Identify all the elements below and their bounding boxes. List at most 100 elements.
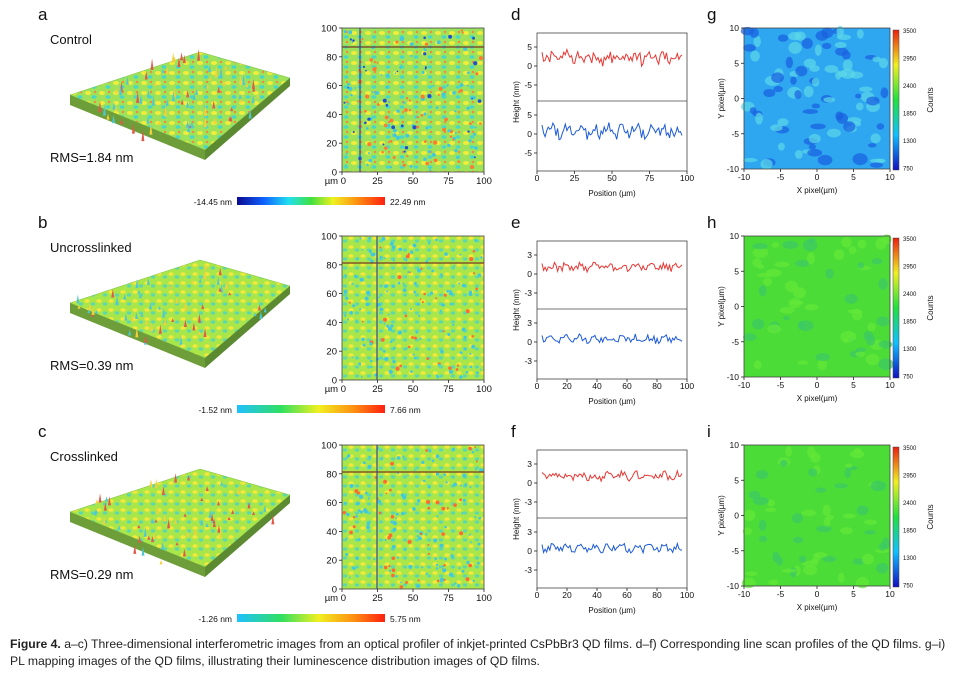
surface-spike xyxy=(150,58,154,70)
pl-map-feature xyxy=(767,499,775,507)
height-map-feature xyxy=(389,488,392,492)
surface-spike xyxy=(76,294,80,304)
surface-spike xyxy=(98,493,102,503)
height-map-feature xyxy=(366,525,370,530)
surface-spike xyxy=(263,307,267,313)
pl-map-feature xyxy=(867,322,876,332)
height-map-feature xyxy=(396,70,399,73)
profile-x-tick-label: 75 xyxy=(645,173,655,183)
pl-y-axis-label: Y pixel(µm) xyxy=(717,78,726,119)
map-x-tick-label: 25 xyxy=(372,176,383,187)
pl-map-feature xyxy=(835,70,842,80)
surface-spike xyxy=(137,524,141,529)
pl-map-feature xyxy=(750,50,760,62)
height-map-feature xyxy=(389,241,394,246)
height-map-feature xyxy=(367,497,370,500)
profile-y-tick-label: -3 xyxy=(524,288,532,298)
height-map-feature xyxy=(479,122,482,125)
pl-map-feature xyxy=(878,358,894,371)
pl-map-feature xyxy=(808,144,817,150)
height-map-feature xyxy=(474,238,477,242)
height-map-feature xyxy=(452,138,455,141)
height-map-feature xyxy=(344,164,347,166)
height-map-feature xyxy=(392,259,395,262)
surface-spike xyxy=(187,475,191,481)
height-map-feature xyxy=(462,498,467,502)
height-map-feature xyxy=(460,29,464,32)
height-map-feature xyxy=(416,534,419,538)
height-map-feature xyxy=(397,330,402,335)
height-map-feature xyxy=(474,446,477,449)
profile-y-tick-label: -5 xyxy=(524,80,532,90)
height-map-feature xyxy=(430,291,434,295)
height-map-feature xyxy=(423,36,426,40)
surface-spike xyxy=(227,516,231,521)
height-map-feature xyxy=(413,290,417,294)
height-map-feature xyxy=(392,133,397,138)
height-map-feature xyxy=(369,359,373,363)
height-map-feature xyxy=(475,287,478,291)
surface-spike xyxy=(218,529,222,538)
surface-spike xyxy=(190,279,194,284)
pl-map-feature xyxy=(743,509,756,521)
pl-map-feature xyxy=(856,29,864,39)
pl-map-feature xyxy=(795,260,810,267)
panel-letter-pl: h xyxy=(707,213,716,232)
height-map-feature xyxy=(463,46,468,51)
height-map-feature xyxy=(396,456,401,460)
pl-colorbar-tick-label: 2400 xyxy=(903,84,917,90)
height-map-feature xyxy=(442,330,445,333)
surface-spike xyxy=(119,84,123,95)
height-map-feature xyxy=(453,503,457,507)
height-map-feature xyxy=(396,472,400,475)
map-y-tick-label: 80 xyxy=(326,469,337,480)
height-map-feature xyxy=(355,319,358,322)
pl-map-feature xyxy=(802,239,818,252)
height-map-feature xyxy=(405,347,408,350)
map-y-tick-label: 100 xyxy=(321,441,337,452)
height-map-feature xyxy=(440,349,444,354)
height-map-feature xyxy=(402,163,406,167)
profile-y-tick-label: 5 xyxy=(527,42,532,52)
height-map-feature xyxy=(364,109,367,113)
height-map-feature xyxy=(452,447,456,451)
height-map-feature xyxy=(352,304,356,308)
surface-spike xyxy=(146,116,150,124)
height-map-feature xyxy=(473,272,476,275)
surface-3d-plot xyxy=(69,259,291,368)
surface-spike xyxy=(218,287,222,292)
profile-y-tick-label: 3 xyxy=(527,250,532,260)
height-map-feature xyxy=(395,135,400,140)
height-map-feature xyxy=(383,322,386,325)
surface-spike xyxy=(135,279,139,289)
surface-spike xyxy=(247,502,251,509)
height-map-feature xyxy=(384,115,389,120)
height-map-feature xyxy=(373,557,376,561)
height-map-feature xyxy=(396,109,400,113)
height-map-feature xyxy=(407,474,409,476)
height-map-feature xyxy=(347,82,350,86)
surface-spike xyxy=(175,542,179,546)
colorbar-max-label: 7.66 nm xyxy=(390,405,421,415)
height-map-feature xyxy=(442,127,446,132)
height-map-feature xyxy=(423,112,427,116)
height-map-feature xyxy=(458,282,461,285)
pl-map-feature xyxy=(753,35,761,48)
height-map-feature xyxy=(474,468,477,471)
height-map-feature xyxy=(435,567,439,570)
height-map-feature xyxy=(459,253,462,256)
profile-x-tick-label: 100 xyxy=(680,173,694,183)
pl-map-feature xyxy=(742,527,752,536)
height-map-feature xyxy=(470,541,472,543)
sample-name: Uncrosslinked xyxy=(50,240,132,255)
pl-map-feature xyxy=(779,306,795,314)
height-map-feature xyxy=(400,581,402,584)
pl-colorbar-label: Counts xyxy=(926,504,935,529)
pl-map-feature xyxy=(777,118,789,126)
height-map-feature xyxy=(347,318,350,321)
height-map-feature xyxy=(379,246,382,249)
map-y-tick-label: 40 xyxy=(326,527,337,538)
map-x-tick-label: 25 xyxy=(372,593,383,604)
height-map-feature xyxy=(367,464,372,469)
pl-map-feature xyxy=(803,565,818,576)
